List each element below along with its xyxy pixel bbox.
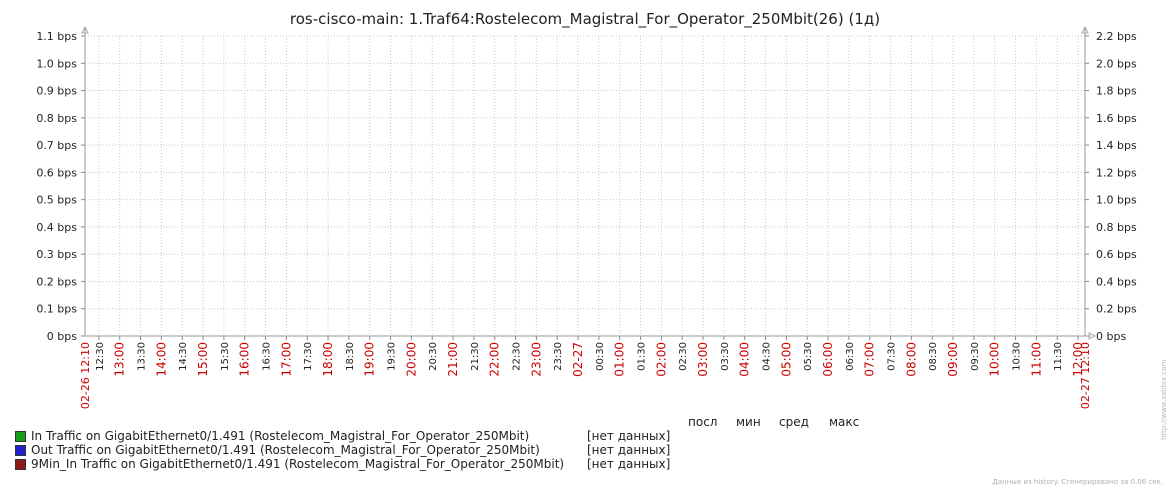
legend-item-out-traffic: Out Traffic on GigabitEthernet0/1.491 (R… — [15, 443, 540, 457]
y-tick-label-right: 0.8 bps — [1096, 221, 1137, 234]
y-tick-label-right: 0 bps — [1096, 330, 1126, 343]
x-tick-label: 17:30 — [303, 342, 314, 371]
x-tick-label: 10:30 — [1012, 342, 1023, 371]
y-tick-label-left: 0.9 bps — [36, 85, 77, 98]
y-tick-label-left: 0.5 bps — [36, 194, 77, 207]
y-tick-label-right: 2.0 bps — [1096, 57, 1137, 70]
y-tick-label-right: 1.2 bps — [1096, 166, 1137, 179]
x-tick-label: 18:30 — [345, 342, 356, 371]
y-tick-label-left: 1.1 bps — [36, 30, 77, 43]
footer-generation-info: Данные из history. Сгенерировано за 0.06… — [992, 478, 1163, 486]
legend-header-last: посл — [688, 415, 718, 429]
x-tick-label: 07:00 — [863, 342, 877, 377]
legend-label-9min: 9Min_In Traffic on GigabitEthernet0/1.49… — [31, 457, 565, 471]
x-tick-label: 08:30 — [928, 342, 939, 371]
x-tick-label: 23:00 — [529, 342, 543, 377]
y-tick-label-left: 0.4 bps — [36, 221, 77, 234]
x-tick-label: 07:30 — [887, 342, 898, 371]
x-tick-label: 02-27 — [571, 342, 585, 377]
x-tick-label: 01:30 — [637, 342, 648, 371]
y-tick-label-right: 0.4 bps — [1096, 275, 1137, 288]
x-tick-label: 14:00 — [154, 342, 168, 377]
x-tick-label: 18:00 — [321, 342, 335, 377]
y-tick-label-left: 0.3 bps — [36, 248, 77, 261]
legend-nodata-out: [нет данных] — [587, 443, 671, 457]
x-tick-label: 20:00 — [404, 342, 418, 377]
x-tick-label: 00:30 — [595, 342, 606, 371]
legend-label-in: In Traffic on GigabitEthernet0/1.491 (Ro… — [31, 429, 530, 443]
x-tick-label: 09:30 — [970, 342, 981, 371]
x-tick-label: 13:00 — [113, 342, 127, 377]
legend-header-max: макс — [829, 415, 860, 429]
y-tick-label-right: 1.0 bps — [1096, 194, 1137, 207]
x-tick-label: 04:30 — [762, 342, 773, 371]
y-tick-label-left: 0 bps — [47, 330, 77, 343]
x-tick-label: 08:00 — [904, 342, 918, 377]
legend-swatch-in — [15, 430, 26, 442]
x-tick-label: 04:00 — [738, 342, 752, 377]
y-tick-label-left: 1.0 bps — [36, 57, 77, 70]
x-tick-label: 21:30 — [470, 342, 481, 371]
x-tick-label: 22:30 — [512, 342, 523, 371]
x-tick-label: 14:30 — [178, 342, 189, 371]
x-tick-label: 19:30 — [387, 342, 398, 371]
legend-header-avg: сред — [779, 415, 809, 429]
x-tick-label: 23:30 — [553, 342, 564, 371]
x-tick-label: 22:00 — [488, 342, 502, 377]
x-tick-label: 21:00 — [446, 342, 460, 377]
x-tick-label: 16:30 — [262, 342, 273, 371]
x-tick-label: 03:00 — [696, 342, 710, 377]
x-tick-label: 06:00 — [821, 342, 835, 377]
zabbix-watermark: http://www.zabbix.com — [1160, 359, 1168, 440]
y-tick-label-right: 1.8 bps — [1096, 85, 1137, 98]
x-tick-label: 11:30 — [1053, 342, 1064, 371]
x-tick-label: 10:00 — [988, 342, 1002, 377]
x-tick-label: 05:00 — [779, 342, 793, 377]
x-tick-label: 01:00 — [613, 342, 627, 377]
y-tick-label-left: 0.8 bps — [36, 112, 77, 125]
y-tick-label-left: 0.7 bps — [36, 139, 77, 152]
y-tick-label-left: 0.1 bps — [36, 303, 77, 316]
y-tick-label-right: 1.6 bps — [1096, 112, 1137, 125]
x-tick-label: 19:00 — [363, 342, 377, 377]
legend-swatch-out — [15, 444, 26, 456]
x-tick-label: 15:00 — [196, 342, 210, 377]
y-tick-label-left: 0.6 bps — [36, 166, 77, 179]
x-axis-arrow — [1088, 332, 1097, 340]
chart-title: ros-cisco-main: 1.Traf64:Rostelecom_Magi… — [290, 10, 880, 29]
legend-nodata-9min: [нет данных] — [587, 457, 671, 471]
legend-item-9min-in-traffic: 9Min_In Traffic on GigabitEthernet0/1.49… — [15, 457, 564, 471]
x-tick-label: 03:30 — [720, 342, 731, 371]
legend-label-out: Out Traffic on GigabitEthernet0/1.491 (R… — [31, 443, 540, 457]
x-tick-label: 09:00 — [946, 342, 960, 377]
x-tick-label: 05:30 — [803, 342, 814, 371]
y-tick-label-right: 1.4 bps — [1096, 139, 1137, 152]
x-tick-label: 12:30 — [95, 342, 106, 371]
x-tick-label: 11:00 — [1029, 342, 1043, 377]
x-tick-label: 17:00 — [279, 342, 293, 377]
x-tick-label: 12:00 — [1071, 342, 1085, 377]
x-start-label: 02-26 12:10 — [79, 342, 92, 409]
y-tick-label-left: 0.2 bps — [36, 275, 77, 288]
legend-swatch-9min — [15, 458, 26, 470]
y-tick-label-right: 0.6 bps — [1096, 248, 1137, 261]
y-tick-label-right: 2.2 bps — [1096, 30, 1137, 43]
y-axis-left-arrow — [81, 25, 89, 34]
x-tick-label: 15:30 — [220, 342, 231, 371]
x-tick-label: 13:30 — [137, 342, 148, 371]
x-tick-label: 06:30 — [845, 342, 856, 371]
x-end-label: 02-27 12:10 — [1079, 342, 1092, 409]
x-tick-label: 02:30 — [678, 342, 689, 371]
y-axis-right-arrow — [1081, 25, 1089, 34]
x-tick-label: 20:30 — [428, 342, 439, 371]
x-tick-label: 16:00 — [238, 342, 252, 377]
legend-nodata-in: [нет данных] — [587, 429, 671, 443]
y-tick-label-right: 0.2 bps — [1096, 303, 1137, 316]
legend-item-in-traffic: In Traffic on GigabitEthernet0/1.491 (Ro… — [15, 429, 529, 443]
legend-header-min: мин — [736, 415, 761, 429]
x-tick-label: 02:00 — [654, 342, 668, 377]
